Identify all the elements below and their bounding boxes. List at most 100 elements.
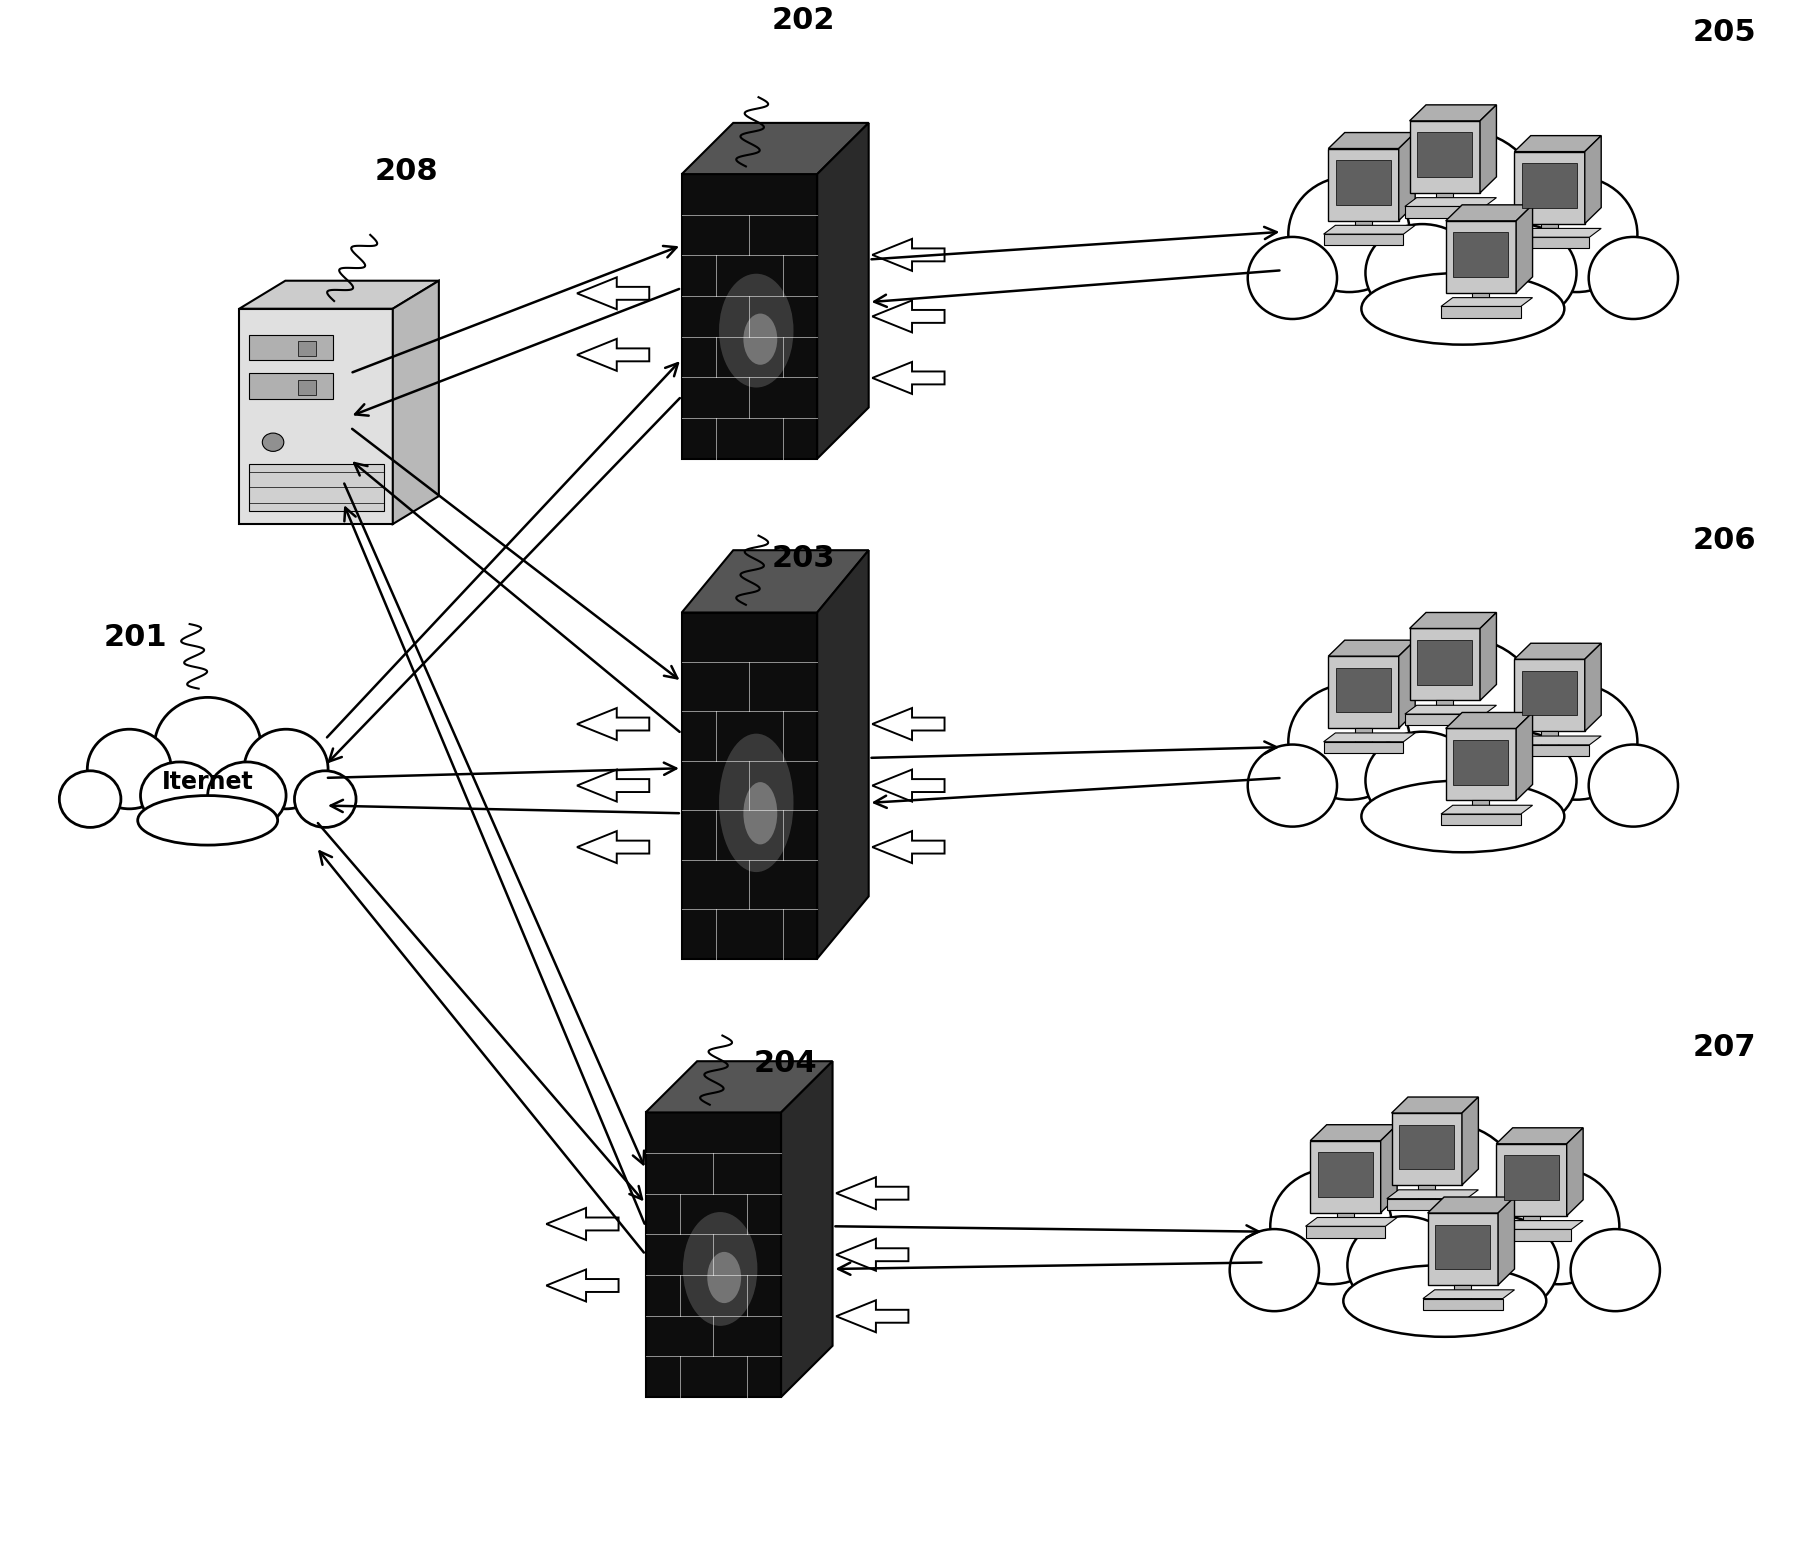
FancyBboxPatch shape — [1522, 162, 1576, 207]
FancyBboxPatch shape — [1446, 729, 1516, 800]
Polygon shape — [1446, 204, 1532, 221]
Ellipse shape — [1384, 130, 1540, 272]
Polygon shape — [1585, 136, 1601, 224]
FancyBboxPatch shape — [1336, 159, 1390, 204]
FancyBboxPatch shape — [1428, 1213, 1498, 1286]
Polygon shape — [1410, 105, 1496, 121]
Ellipse shape — [1343, 1265, 1545, 1337]
Polygon shape — [1462, 1097, 1478, 1185]
Text: 204: 204 — [753, 1049, 818, 1078]
Polygon shape — [872, 238, 944, 271]
Ellipse shape — [60, 770, 121, 828]
Polygon shape — [1514, 136, 1601, 152]
Polygon shape — [1446, 713, 1532, 729]
FancyBboxPatch shape — [1404, 206, 1484, 218]
FancyBboxPatch shape — [1440, 814, 1520, 825]
Polygon shape — [1567, 1128, 1583, 1216]
FancyBboxPatch shape — [1399, 1125, 1453, 1170]
FancyBboxPatch shape — [1522, 1216, 1540, 1230]
FancyBboxPatch shape — [1435, 193, 1453, 207]
Polygon shape — [1480, 613, 1496, 701]
Ellipse shape — [1384, 637, 1540, 780]
FancyBboxPatch shape — [682, 613, 816, 959]
Polygon shape — [578, 709, 650, 739]
Polygon shape — [547, 1270, 617, 1301]
Ellipse shape — [1462, 732, 1576, 829]
Ellipse shape — [137, 795, 278, 845]
Polygon shape — [1498, 1197, 1514, 1286]
Polygon shape — [578, 339, 650, 371]
Polygon shape — [872, 709, 944, 739]
Ellipse shape — [141, 763, 218, 829]
Polygon shape — [1404, 198, 1496, 206]
Polygon shape — [1509, 736, 1601, 744]
Polygon shape — [1328, 133, 1415, 149]
Ellipse shape — [708, 1252, 740, 1303]
FancyBboxPatch shape — [1446, 221, 1516, 292]
FancyBboxPatch shape — [1514, 152, 1585, 224]
Ellipse shape — [1247, 744, 1336, 826]
Polygon shape — [1305, 1217, 1397, 1227]
Polygon shape — [1379, 1125, 1397, 1213]
Text: 207: 207 — [1691, 1033, 1756, 1063]
FancyBboxPatch shape — [1417, 133, 1471, 176]
Polygon shape — [836, 1239, 908, 1270]
Polygon shape — [836, 1177, 908, 1210]
FancyBboxPatch shape — [1417, 640, 1471, 685]
FancyBboxPatch shape — [1471, 800, 1489, 814]
Polygon shape — [1491, 1221, 1583, 1230]
Ellipse shape — [744, 783, 776, 845]
Polygon shape — [1422, 1290, 1514, 1298]
Polygon shape — [1440, 806, 1532, 814]
Ellipse shape — [87, 729, 171, 809]
FancyBboxPatch shape — [1440, 306, 1520, 317]
Polygon shape — [578, 831, 650, 863]
Ellipse shape — [1365, 732, 1478, 829]
Polygon shape — [1310, 1125, 1397, 1140]
FancyBboxPatch shape — [1522, 671, 1576, 715]
FancyBboxPatch shape — [1336, 668, 1390, 712]
Polygon shape — [1386, 1190, 1478, 1199]
Polygon shape — [393, 280, 439, 524]
Polygon shape — [872, 831, 944, 863]
FancyBboxPatch shape — [1354, 221, 1372, 235]
Polygon shape — [238, 280, 439, 309]
FancyBboxPatch shape — [1323, 741, 1402, 753]
FancyBboxPatch shape — [238, 309, 392, 524]
Polygon shape — [1323, 226, 1415, 234]
Polygon shape — [1323, 733, 1415, 741]
Ellipse shape — [1514, 176, 1637, 292]
Ellipse shape — [1361, 780, 1563, 852]
Ellipse shape — [1588, 237, 1677, 319]
Ellipse shape — [1229, 1228, 1318, 1312]
FancyBboxPatch shape — [1354, 729, 1372, 743]
FancyBboxPatch shape — [1323, 234, 1402, 246]
Polygon shape — [836, 1301, 908, 1332]
FancyBboxPatch shape — [1453, 232, 1507, 277]
FancyBboxPatch shape — [249, 334, 332, 360]
Circle shape — [262, 433, 283, 452]
Polygon shape — [1516, 204, 1532, 292]
Polygon shape — [1428, 1197, 1514, 1213]
FancyBboxPatch shape — [298, 340, 316, 356]
Polygon shape — [646, 1061, 832, 1112]
FancyBboxPatch shape — [1392, 1112, 1462, 1185]
FancyBboxPatch shape — [249, 373, 332, 399]
Polygon shape — [1399, 640, 1415, 729]
Polygon shape — [1328, 640, 1415, 656]
Polygon shape — [1404, 705, 1496, 715]
Polygon shape — [780, 1061, 832, 1397]
FancyBboxPatch shape — [1328, 656, 1399, 729]
FancyBboxPatch shape — [1318, 1153, 1372, 1197]
Polygon shape — [1392, 1097, 1478, 1112]
Ellipse shape — [1366, 1123, 1522, 1264]
Ellipse shape — [1347, 1216, 1460, 1313]
Ellipse shape — [1570, 1228, 1659, 1312]
FancyBboxPatch shape — [1540, 224, 1558, 238]
Text: 208: 208 — [374, 156, 439, 186]
Polygon shape — [816, 122, 868, 459]
FancyBboxPatch shape — [682, 175, 816, 459]
FancyBboxPatch shape — [1435, 1225, 1489, 1269]
Polygon shape — [1399, 133, 1415, 221]
Text: 201: 201 — [103, 623, 168, 651]
